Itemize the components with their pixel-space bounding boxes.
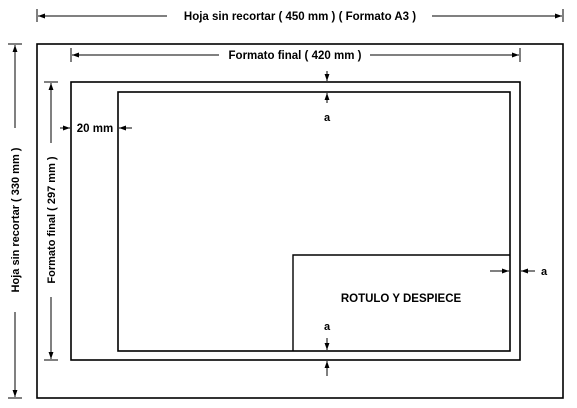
untrimmed-height-dimension: Hoja sin recortar ( 330 mm ) — [8, 43, 22, 399]
final-width-dimension: Formato final ( 420 mm ) — [70, 48, 521, 62]
final-width-label: Formato final ( 420 mm ) — [229, 50, 362, 62]
margin-a-right-dimension: a — [490, 266, 548, 278]
final-height-label: Formato final ( 297 mm ) — [46, 156, 58, 283]
untrimmed-sheet-frame — [36, 43, 564, 399]
final-height-dimension: Formato final ( 297 mm ) — [44, 81, 58, 361]
margin-a-top-dimension: a — [324, 71, 331, 124]
margin-left-dimension: 20 mm — [60, 123, 132, 135]
margin-a-right-label: a — [541, 266, 548, 278]
margin-a-top-label: a — [324, 112, 331, 124]
untrimmed-width-label: Hoja sin recortar ( 450 mm ) ( Formato A… — [184, 11, 416, 23]
margin-a-bottom-dimension: a — [324, 321, 331, 376]
title-block-label: ROTULO Y DESPIECE — [341, 293, 462, 305]
final-format-frame — [70, 81, 521, 361]
drawing-area-frame — [117, 91, 511, 352]
untrimmed-width-dimension: Hoja sin recortar ( 450 mm ) ( Formato A… — [36, 9, 564, 23]
untrimmed-height-label: Hoja sin recortar ( 330 mm ) — [10, 147, 22, 292]
title-block-frame — [292, 254, 510, 351]
margin-a-bottom-label: a — [324, 321, 331, 333]
margin-left-label: 20 mm — [77, 123, 113, 135]
